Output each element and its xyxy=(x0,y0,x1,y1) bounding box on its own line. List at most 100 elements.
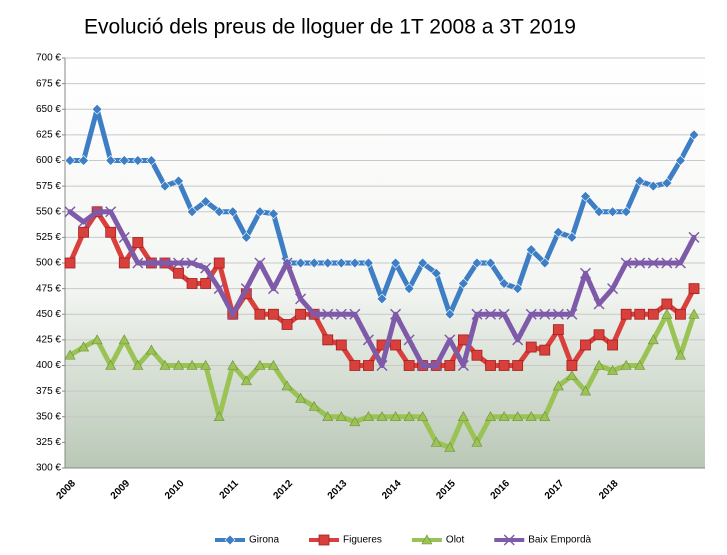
marker xyxy=(620,206,632,218)
marker xyxy=(403,334,415,346)
marker xyxy=(172,257,185,269)
marker xyxy=(566,231,578,243)
marker xyxy=(661,177,673,189)
y-tick-label: 625 € xyxy=(36,130,61,141)
marker xyxy=(552,226,564,238)
marker xyxy=(593,359,605,370)
marker xyxy=(675,155,686,166)
marker xyxy=(675,308,686,320)
y-tick-label: 375 € xyxy=(36,386,61,397)
marker xyxy=(525,341,537,353)
marker xyxy=(421,534,433,545)
marker xyxy=(512,283,524,295)
marker xyxy=(485,257,496,269)
marker xyxy=(78,341,90,352)
marker xyxy=(308,308,320,320)
marker xyxy=(173,359,185,370)
marker xyxy=(186,257,198,269)
marker xyxy=(403,411,415,422)
marker xyxy=(224,534,236,546)
marker xyxy=(485,411,497,422)
marker xyxy=(295,308,307,320)
marker xyxy=(634,257,646,269)
marker xyxy=(64,155,76,166)
marker xyxy=(457,278,469,289)
y-tick-label: 650 € xyxy=(36,104,61,115)
marker xyxy=(349,360,361,371)
marker xyxy=(485,360,496,371)
marker xyxy=(118,257,130,269)
y-tick-label: 450 € xyxy=(36,309,61,320)
marker xyxy=(105,226,117,238)
chart-title: Evolució dels preus de lloguer de 1T 200… xyxy=(84,16,576,39)
marker xyxy=(593,206,605,218)
marker xyxy=(132,359,144,370)
y-tick-label: 600 € xyxy=(36,155,61,166)
marker xyxy=(362,334,374,346)
marker xyxy=(525,244,537,256)
marker xyxy=(457,411,469,422)
marker xyxy=(579,267,592,279)
marker xyxy=(213,257,225,269)
marker xyxy=(512,411,524,422)
marker xyxy=(403,360,415,371)
marker xyxy=(267,359,279,370)
marker xyxy=(512,334,524,346)
marker xyxy=(634,359,646,370)
y-tick-label: 550 € xyxy=(36,206,61,217)
marker xyxy=(186,206,198,218)
marker xyxy=(674,257,686,269)
marker xyxy=(132,237,144,248)
marker xyxy=(688,129,700,141)
marker xyxy=(322,308,334,320)
marker xyxy=(444,441,456,452)
marker xyxy=(539,411,551,422)
marker xyxy=(254,308,266,320)
marker xyxy=(647,334,659,345)
marker xyxy=(105,359,117,370)
marker xyxy=(78,216,90,228)
y-tick-label: 400 € xyxy=(36,360,61,371)
marker xyxy=(200,278,212,289)
marker xyxy=(498,411,510,422)
marker xyxy=(268,208,279,220)
marker xyxy=(403,283,415,295)
marker xyxy=(186,359,198,370)
marker xyxy=(471,257,483,269)
marker xyxy=(390,308,402,320)
y-tick-label: 425 € xyxy=(36,335,61,346)
marker xyxy=(471,308,483,320)
marker xyxy=(688,231,700,243)
marker xyxy=(105,206,117,218)
marker xyxy=(173,175,184,187)
y-tick-label: 675 € xyxy=(36,78,61,89)
marker xyxy=(308,257,320,269)
marker xyxy=(457,359,469,372)
marker xyxy=(91,103,103,115)
marker xyxy=(498,278,510,289)
legend-label: Figueres xyxy=(343,535,382,546)
marker xyxy=(240,375,252,386)
marker xyxy=(254,257,266,269)
y-tick-label: 325 € xyxy=(36,437,61,448)
marker xyxy=(417,257,429,269)
marker xyxy=(281,319,293,330)
marker xyxy=(145,257,157,269)
marker xyxy=(539,257,551,269)
marker xyxy=(335,308,347,320)
marker xyxy=(78,155,89,166)
marker xyxy=(634,175,646,187)
legend-label: Olot xyxy=(446,535,465,546)
legend-label: Baix Empordà xyxy=(528,535,591,546)
marker xyxy=(322,334,334,346)
marker xyxy=(634,308,646,320)
marker xyxy=(580,190,591,202)
marker xyxy=(498,308,510,320)
marker xyxy=(580,339,591,351)
marker xyxy=(64,349,76,360)
marker xyxy=(308,400,320,411)
marker xyxy=(552,380,564,391)
marker xyxy=(647,308,659,320)
marker xyxy=(430,267,442,279)
